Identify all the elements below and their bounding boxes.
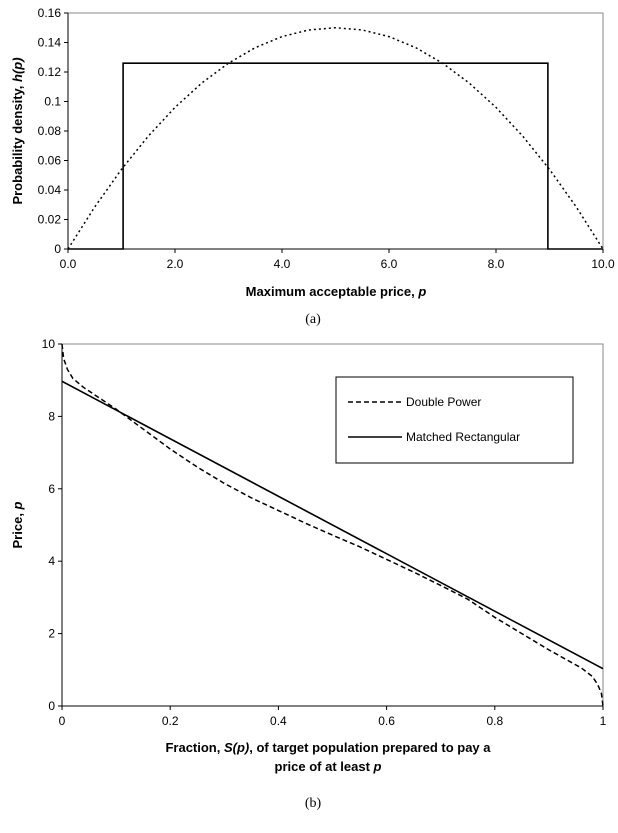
- y-tick-label: 0: [54, 242, 61, 256]
- y-tick-label: 2: [48, 627, 55, 641]
- chart-panel-b: 0 2 4 6 8 10 0 0.2 0.4 0.6 0.8 1 Double Power Matc…: [10, 337, 607, 811]
- plot-frame-a: [67, 12, 604, 250]
- x-tick-label: 10.0: [591, 257, 615, 271]
- panel-label-a: (a): [305, 312, 321, 327]
- x-tick-label: 0.8: [486, 714, 503, 728]
- x-axis-label-b-line1: Fraction, S(p), of target population pre…: [165, 740, 491, 755]
- y-tick-label: 8: [48, 409, 55, 423]
- legend-box: [335, 376, 574, 464]
- x-tick-label: 8.0: [488, 257, 505, 271]
- y-tick-label: 0.12: [38, 65, 62, 79]
- y-axis-label-a: Probability density, h(p): [10, 57, 25, 204]
- y-tick-label: 4: [48, 554, 55, 568]
- chart-panel-a: 0 0.02 0.04 0.06 0.08 0.1 0.12 0.14 0.16 0.0 2.0 4…: [10, 6, 615, 327]
- x-tick-label: 2.0: [167, 257, 184, 271]
- x-tick-label: 1: [600, 714, 607, 728]
- panel-label-b: (b): [305, 796, 322, 811]
- legend-label-double-power: Double Power: [406, 395, 481, 409]
- y-tick-label: 0.14: [38, 36, 62, 50]
- legend: Double Power Matched Rectangular: [335, 376, 574, 464]
- y-tick-label: 10: [42, 337, 56, 351]
- x-tick-label: 0.0: [60, 257, 77, 271]
- y-tick-label: 0.16: [38, 6, 62, 20]
- y-tick-label: 0.04: [38, 183, 62, 197]
- x-tick-label: 0.4: [270, 714, 287, 728]
- y-axis-label-b: Price, p: [10, 501, 25, 548]
- legend-label-matched-rectangular: Matched Rectangular: [406, 430, 520, 444]
- x-axis-label-b-line2: price of at least p: [275, 759, 382, 774]
- double-power-price-curve: [61, 343, 604, 707]
- y-tick-label: 0.1: [44, 95, 61, 109]
- x-tick-label: 0: [59, 714, 66, 728]
- double-power-density-curve: [67, 26, 604, 250]
- x-axis-label-a: Maximum acceptable price, p: [246, 284, 427, 299]
- x-tick-label: 0.6: [378, 714, 395, 728]
- rectangular-density-line: [68, 62, 603, 250]
- y-tick-label: 0.06: [38, 154, 62, 168]
- y-tick-label: 0.02: [38, 213, 62, 227]
- x-tick-label: 4.0: [274, 257, 291, 271]
- x-tick-label: 6.0: [381, 257, 398, 271]
- y-tick-label: 0: [48, 699, 55, 713]
- y-tick-label: 6: [48, 482, 55, 496]
- x-tick-label: 0.2: [162, 714, 179, 728]
- matched-rectangular-price-line: [61, 380, 604, 670]
- y-tick-label: 0.08: [38, 124, 62, 138]
